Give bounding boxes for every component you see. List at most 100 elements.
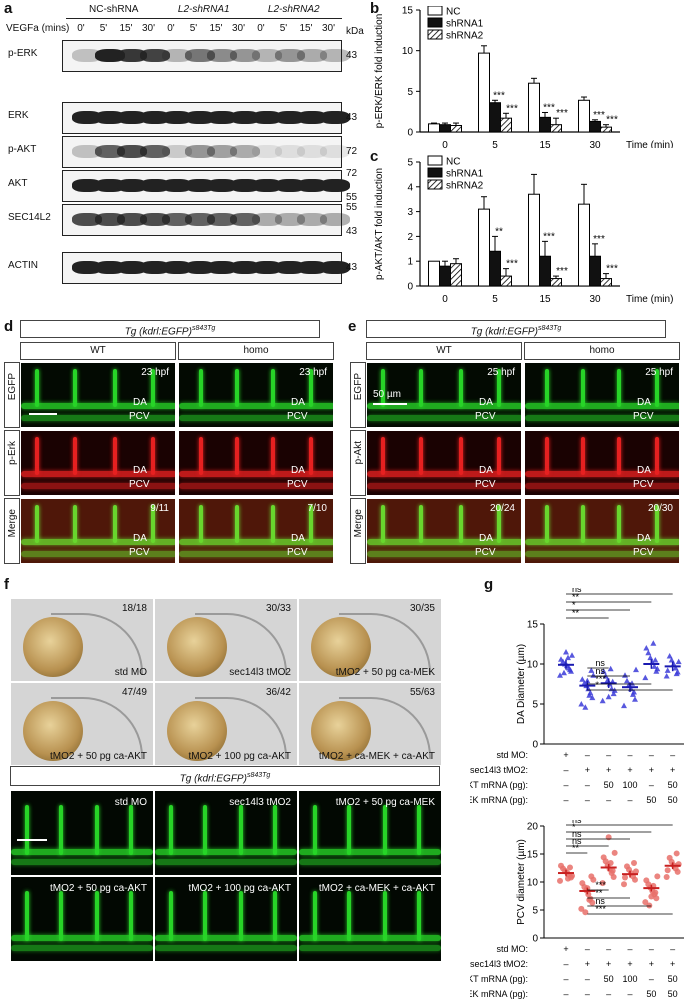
bar-shRNA1 [589,120,601,133]
y-tick-label: 5 [407,87,413,98]
significance-label: ** [572,608,580,618]
condition-value: + [627,765,632,775]
isv-vessel [313,805,317,855]
fluorescent-image: tMO2 + 50 pg ca-MEK [298,790,442,876]
panel-b-label: b [370,0,380,17]
isv-vessel [199,369,203,407]
data-point [650,640,657,646]
data-point [558,656,564,662]
condition-value: – [585,989,590,999]
dorsal-aorta [525,403,679,409]
significance-label: ns [572,820,582,825]
isv-vessel [169,891,173,941]
isv-vessel [417,805,421,855]
blot-row-label: ERK [8,110,29,121]
embryo-image: 47/49 tMO2 + 50 pg ca-AKT [10,682,154,766]
blot-row-label: AKT [8,178,28,189]
da-label: DA [291,397,305,408]
cardinal-vein [155,859,297,865]
dorsal-aorta [21,471,175,477]
y-axis-label: p-AKT/AKT fold induction [374,168,385,280]
blot-band [207,49,237,62]
blot-kda-marker: 72 [346,168,358,179]
hpf-label: 25 hpf [645,367,673,378]
data-point [651,663,658,669]
isv-vessel [59,891,63,941]
y-axis-label: DA Diameter (µm) [516,644,527,724]
embryo-image: 30/33 sec14l3 tMO2 [154,598,298,682]
kda-label: kDa [346,26,364,37]
micrograph: DA PCV [524,430,680,496]
isv-vessel [309,369,313,407]
isv-vessel [235,437,239,475]
micrograph: 25 hpf 50 µm DA PCV [366,362,522,428]
blot-time-label: 30' [321,23,336,34]
data-point [563,649,569,655]
da-label: DA [133,465,147,476]
blot-band [184,145,215,158]
isv-vessel [235,369,239,407]
bar-shRNA1 [539,255,551,287]
data-point [631,689,637,695]
blot-time-label: 0' [77,23,85,34]
isv-vessel [59,805,63,855]
legend-swatch [427,155,443,166]
isv-vessel [203,805,207,855]
condition-value: + [606,959,611,969]
legend-entry: shRNA1 [446,19,484,30]
column-header: homo [524,342,680,360]
fluorescent-image: tMO2 + 100 pg ca-AKT [154,876,298,962]
y-tick-label: 3 [407,207,413,218]
micrograph: DA PCV [178,430,334,496]
blot-group-label: L2-shRNA2 [267,4,320,15]
da-label: DA [479,397,493,408]
isv-vessel [417,891,421,941]
data-point [600,668,607,674]
chart-g-da-diameter: DA Diameter (µm)051015ns*****nsns****std… [470,588,684,805]
condition-value: + [563,750,568,760]
data-point [557,672,563,678]
condition-value: 50 [646,795,656,805]
blot-band [274,145,305,158]
blot-time-label: 30' [231,23,246,34]
y-tick-label: 0 [407,282,413,293]
blot-band [252,145,282,158]
data-point [664,667,671,673]
isv-vessel [419,437,423,475]
significance-label: ** [572,592,580,602]
blot-band [139,49,170,62]
chart-g-pcv-diameter: PCV diameter (µm)05101520ns*nsns*******n… [470,820,684,999]
bar-shRNA1 [489,102,501,133]
micrograph: 23 hpf DA PCV [20,362,176,428]
vegfa-label: VEGFa (mins) [6,23,70,34]
embryo-tail [51,697,143,759]
bar-shRNA2 [500,117,512,133]
condition-value: + [627,959,632,969]
micrograph: 20/24 DA PCV [366,498,522,564]
blot-band [297,213,327,226]
condition-row-label: std MO: [496,944,528,954]
cardinal-vein [11,859,153,865]
condition-value: – [585,795,590,805]
da-label: DA [291,465,305,476]
blot-time-label: 0' [257,23,265,34]
cardinal-vein [367,483,521,489]
data-point [589,694,596,701]
y-tick-label: 5 [532,700,538,711]
data-point [643,645,650,651]
isv-vessel [383,805,387,855]
embryo-ratio: 47/49 [121,687,147,698]
pcv-label: PCV [287,547,308,558]
data-point [642,899,649,906]
isv-vessel [381,437,385,475]
legend-swatch [427,179,443,190]
data-point [565,875,571,882]
isv-vessel [419,369,423,407]
data-point [624,863,630,870]
condition-value: – [606,944,611,954]
isv-vessel [497,437,501,475]
y-tick-label: 5 [407,158,413,169]
blot-time-label: 15' [119,23,133,34]
isv-vessel [129,805,133,855]
data-point [624,677,630,684]
